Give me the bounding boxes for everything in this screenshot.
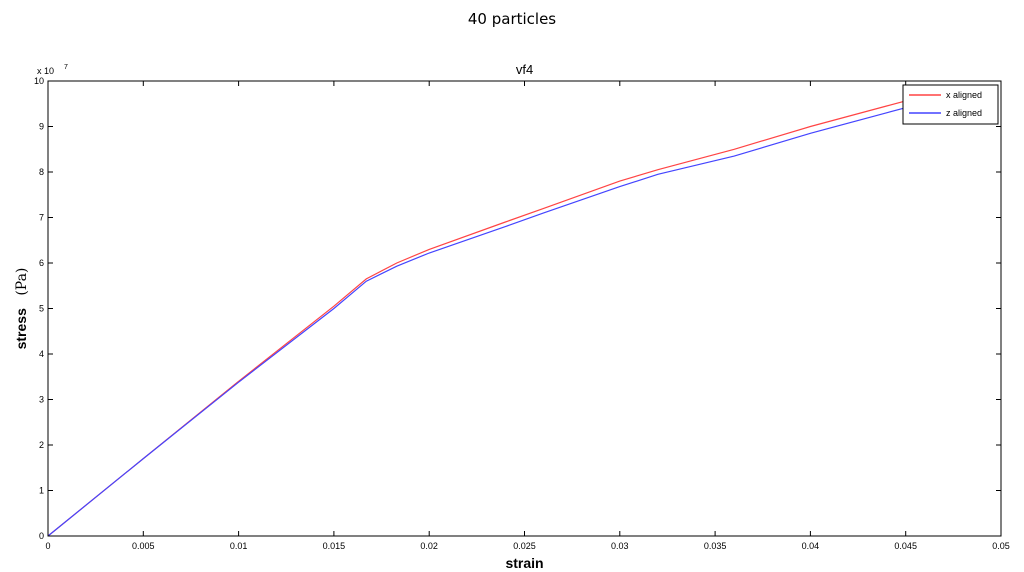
legend-entry-label: z aligned <box>946 108 982 118</box>
series-line-z-aligned <box>47 91 964 537</box>
y-axis-label-unit: (Pa) <box>14 268 30 296</box>
legend-entry-label: x aligned <box>946 90 982 100</box>
y-tick-label: 7 <box>39 213 44 223</box>
ticks-layer: 0 0.005 0.01 0.015 0.02 0.025 0.03 0.035 0.04 0.0… <box>34 76 1010 551</box>
x-tick-label: 0.04 <box>802 541 820 551</box>
y-tick-label: 2 <box>39 440 44 450</box>
series-layer <box>47 85 964 537</box>
plot-frame <box>47 80 1002 537</box>
y-tick-label: 0 <box>39 531 44 541</box>
x-axis-label: strain <box>505 555 543 571</box>
y-exponent-label: x 10 7 <box>37 64 68 76</box>
y-tick-label: 9 <box>39 122 44 132</box>
y-axis-label: stress (Pa) <box>13 268 30 350</box>
x-tick-label: 0.045 <box>894 541 917 551</box>
y-tick-label: 1 <box>39 486 44 496</box>
figure-suptitle: 40 particles <box>467 10 557 28</box>
legend-box <box>902 84 999 125</box>
x-tick-label: 0.05 <box>992 541 1010 551</box>
y-axis-label-group: stress (Pa) <box>13 268 30 350</box>
legend: x aligned z aligned <box>902 84 999 125</box>
y-tick-label: 3 <box>39 395 44 405</box>
y-axis-label-quantity: stress <box>13 308 29 349</box>
y-tick-label: 5 <box>39 304 44 314</box>
plot-title: vf4 <box>516 62 533 77</box>
y-exponent-base: x 10 <box>37 66 54 76</box>
x-tick-label: 0.035 <box>704 541 727 551</box>
y-tick-label: 10 <box>34 76 44 86</box>
x-tick-label: 0.025 <box>513 541 536 551</box>
x-tick-label: 0.005 <box>132 541 155 551</box>
x-tick-label: 0.015 <box>323 541 346 551</box>
x-tick-label: 0.01 <box>230 541 248 551</box>
y-exponent-power: 7 <box>64 64 68 71</box>
y-tick-label: 8 <box>39 167 44 177</box>
x-tick-label: 0.03 <box>611 541 629 551</box>
x-tick-label: 0.02 <box>420 541 438 551</box>
x-tick-label: 0 <box>45 541 50 551</box>
y-tick-label: 4 <box>39 349 44 359</box>
y-tick-label: 6 <box>39 258 44 268</box>
series-line-x-aligned <box>47 85 964 537</box>
